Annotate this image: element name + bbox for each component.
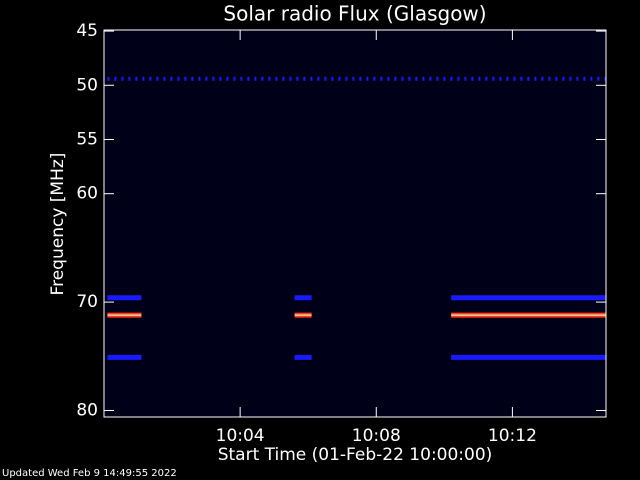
y-tick-label: 70 xyxy=(76,292,98,312)
x-axis-label: Start Time (01-Feb-22 10:00:00) xyxy=(218,445,493,465)
chart-title: Solar radio Flux (Glasgow) xyxy=(223,2,486,26)
x-tick-label: 10:04 xyxy=(216,426,265,446)
y-tick-label: 55 xyxy=(76,129,98,149)
plot-frame xyxy=(103,29,607,418)
y-tick-label: 50 xyxy=(76,75,98,95)
y-tick-label: 45 xyxy=(76,21,98,41)
plot-area xyxy=(104,30,606,417)
x-tick-label: 10:12 xyxy=(488,426,537,446)
x-tick-label: 10:08 xyxy=(352,426,401,446)
footer: Updated Wed Feb 9 14:49:55 2022 xyxy=(2,468,177,479)
y-axis-label: Frequency [MHz] xyxy=(48,153,68,296)
y-tick-label: 80 xyxy=(76,400,98,420)
y-tick-label: 60 xyxy=(76,184,98,204)
